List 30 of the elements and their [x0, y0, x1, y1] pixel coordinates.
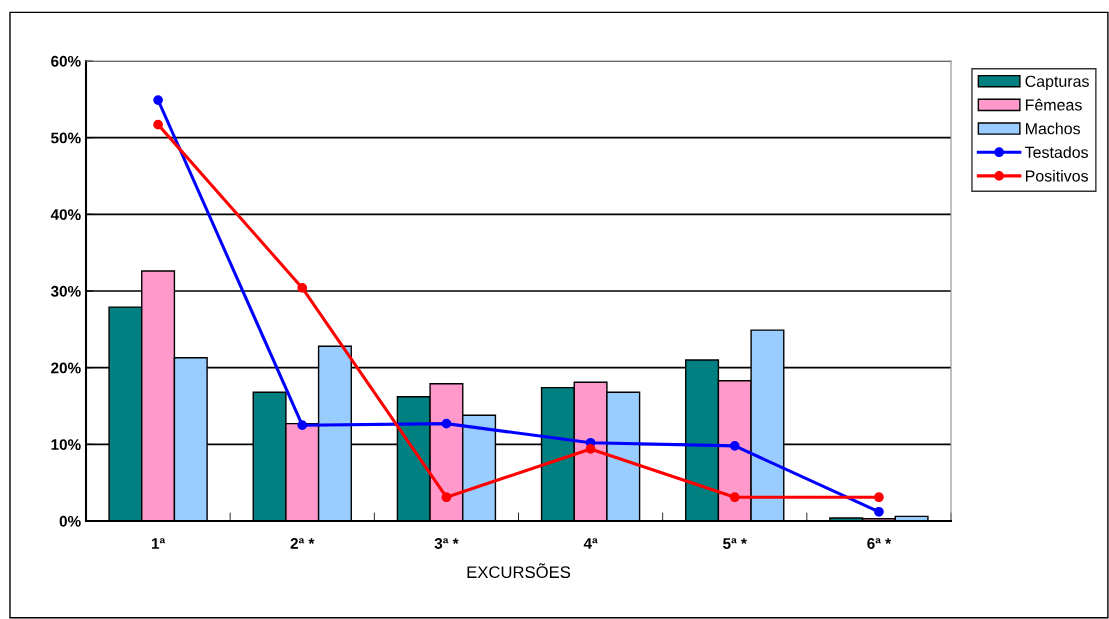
point: [153, 119, 163, 130]
y-tick-label: 60%: [51, 55, 81, 67]
point: [441, 418, 452, 429]
legend-label: Fêmeas: [1025, 98, 1082, 111]
y-tick-label: 40%: [50, 209, 81, 221]
point: [297, 420, 308, 431]
point: [585, 444, 596, 454]
x-tick-label: 3ª *: [434, 538, 459, 549]
point: [874, 506, 884, 517]
x-tick-label: 1ª: [151, 538, 166, 549]
legend-label: Positivos: [1025, 169, 1089, 182]
y-tick-label: 30%: [50, 285, 81, 297]
point: [297, 283, 308, 293]
y-tick-label: 50%: [51, 132, 81, 144]
legend-label: Machos: [1025, 122, 1081, 135]
y-tick-label: 20%: [51, 362, 81, 374]
point: [729, 441, 740, 451]
y-tick-label: 10%: [51, 439, 81, 451]
x-axis-title: EXCURSÕES: [467, 563, 571, 579]
point: [441, 492, 452, 503]
x-tick-label: 6ª *: [867, 538, 892, 549]
x-tick-label: 5ª *: [723, 538, 747, 549]
point: [874, 492, 884, 503]
legend-label: Capturas: [1025, 75, 1089, 91]
x-tick-label: 2ª *: [290, 538, 315, 549]
x-tick-label: 4ª: [583, 538, 598, 549]
legend-label: Testados: [1025, 146, 1089, 158]
y-tick-label: 0%: [59, 515, 81, 527]
point: [729, 492, 740, 503]
point: [153, 95, 163, 105]
